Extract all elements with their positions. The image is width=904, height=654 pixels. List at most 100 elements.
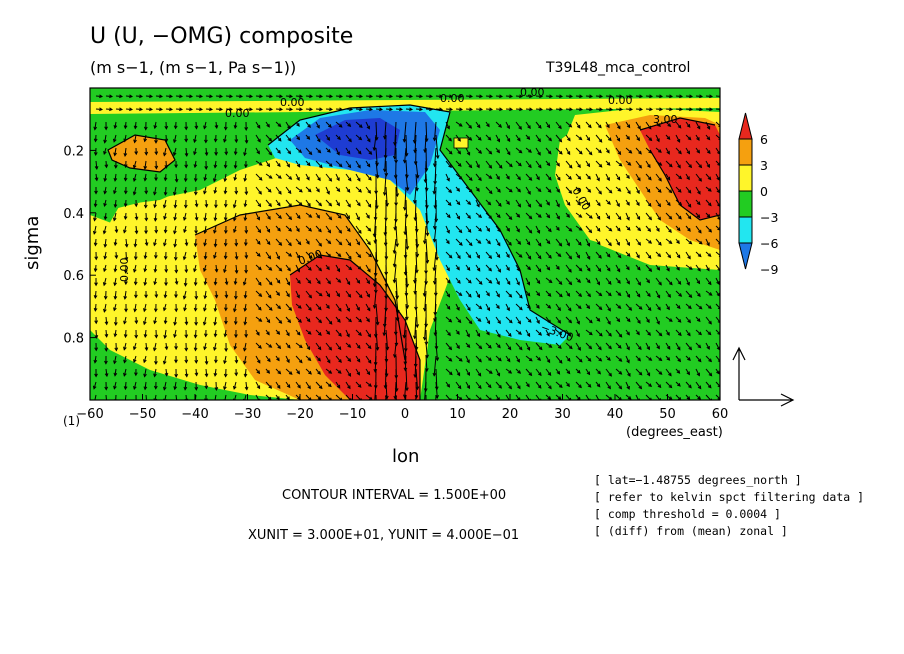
vector-arrowhead — [647, 255, 652, 259]
vector-arrow — [575, 121, 581, 129]
vector-arrow — [365, 368, 370, 375]
vector-arrow — [94, 355, 97, 363]
vector-arrow — [105, 394, 107, 400]
vector-arrowhead — [153, 320, 157, 325]
vector-arrow — [433, 121, 437, 141]
vector-arrow — [485, 160, 492, 169]
vector-arrowhead — [173, 243, 178, 248]
vector-arrowhead — [306, 318, 311, 323]
vector-arrow — [164, 173, 167, 181]
vector-arrow — [94, 290, 97, 299]
vector-arrowhead — [558, 138, 563, 143]
vector-arrow — [345, 394, 352, 400]
vector-arrow — [345, 329, 350, 337]
vector-arrow — [144, 264, 147, 272]
vector-arrow — [445, 342, 452, 350]
vector-arrow — [224, 173, 227, 182]
vector-arrowhead — [298, 319, 302, 323]
vector-arrow — [715, 212, 720, 220]
vector-arrowhead — [696, 201, 701, 206]
vector-arrowhead — [308, 255, 313, 259]
field-region-red-right — [640, 118, 720, 220]
vector-arrowhead — [626, 201, 630, 206]
colorbar-label: 6 — [760, 132, 768, 147]
vector-arrowhead — [288, 227, 293, 232]
vector-arrowhead — [124, 308, 128, 313]
vector-arrow — [325, 368, 332, 374]
vector-arrowhead — [143, 386, 148, 391]
vector-arrow — [265, 394, 272, 400]
vector-arrow — [715, 199, 720, 207]
vector-arrowhead — [349, 94, 354, 99]
vector-arrow — [645, 186, 651, 193]
vector-arrowhead — [556, 266, 560, 271]
vector-arrow — [414, 121, 417, 143]
vector-arrowhead — [219, 107, 224, 112]
vector-arrowhead — [548, 344, 553, 348]
vector-arrowhead — [193, 334, 198, 339]
vector-arrow — [475, 134, 482, 141]
vector-arrowhead — [508, 385, 513, 390]
vector-arrowhead — [549, 94, 554, 99]
vector-arrow — [695, 186, 701, 195]
vector-arrow — [525, 355, 533, 362]
vector-arrowhead — [686, 123, 691, 128]
vector-arrowhead — [537, 138, 541, 143]
vector-arrowhead — [586, 242, 591, 247]
vector-arrowhead — [233, 281, 238, 286]
vector-arrowhead — [213, 255, 217, 260]
vector-arrowhead — [586, 305, 591, 310]
vector-arrowhead — [296, 331, 301, 336]
vector-arrow — [305, 303, 312, 311]
vector-arrowhead — [446, 229, 450, 234]
vector-arrowhead — [102, 230, 107, 235]
vector-arrowhead — [588, 151, 593, 156]
vector-arrow — [153, 186, 157, 195]
vector-arrow — [615, 277, 621, 284]
vector-arrow — [545, 277, 553, 283]
x-tick-label: 60 — [712, 407, 729, 422]
vector-arrowhead — [626, 136, 630, 140]
vector-arrowhead — [496, 372, 501, 377]
vector-arrowhead — [706, 242, 710, 247]
vector-arrow — [475, 329, 481, 337]
vector-arrow — [545, 186, 552, 193]
vector-arrow — [395, 173, 398, 197]
vector-arrowhead — [297, 280, 301, 284]
vector-arrow — [545, 368, 552, 376]
vector-arrowhead — [499, 107, 504, 112]
vector-arrowhead — [478, 177, 482, 182]
vector-arrow — [605, 290, 612, 296]
vector-arrow — [505, 381, 512, 389]
vector-arrowhead — [326, 266, 330, 271]
vector-arrowhead — [486, 228, 491, 232]
vector-arrow — [114, 277, 117, 286]
vector-arrow — [615, 381, 622, 389]
vector-arrow — [295, 303, 302, 309]
vector-arrow — [695, 290, 701, 297]
vector-arrowhead — [277, 305, 282, 310]
vector-arrow — [204, 173, 207, 181]
vector-arrow — [505, 329, 512, 337]
vector-arrow — [655, 186, 662, 193]
vector-arrow — [705, 381, 712, 389]
vector-arrow — [635, 173, 641, 181]
vector-arrow — [425, 355, 428, 372]
vector-arrow — [95, 160, 98, 169]
vector-arrowhead — [506, 175, 510, 180]
vector-arrow — [144, 381, 147, 390]
vector-arrow — [715, 173, 720, 181]
vector-arrow — [665, 147, 670, 155]
vector-arrowhead — [348, 398, 352, 400]
x-tick-label: 40 — [607, 407, 624, 422]
field-region-orange-left — [108, 135, 175, 172]
vector-arrow — [555, 212, 560, 220]
vector-arrow — [675, 147, 682, 154]
vector-arrow — [645, 160, 651, 168]
vector-arrow — [545, 342, 552, 348]
vector-arrowhead — [375, 174, 380, 179]
vector-arrow — [345, 381, 351, 389]
vector-arrow — [113, 303, 117, 311]
vector-arrowhead — [103, 308, 107, 313]
vector-arrowhead — [707, 281, 712, 286]
